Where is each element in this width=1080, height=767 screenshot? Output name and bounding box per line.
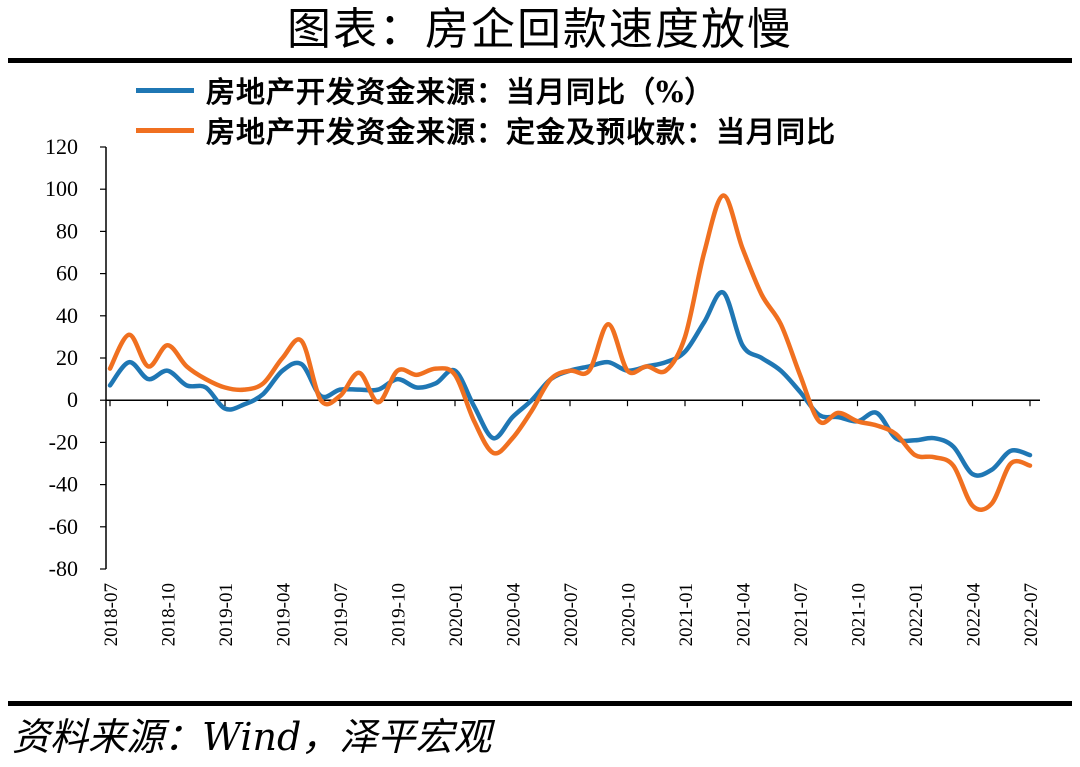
y-tick-label: 0 (67, 387, 78, 412)
legend-label: 房地产开发资金来源：定金及预收款：当月同比 (206, 115, 837, 149)
x-tick-label: 2020-04 (504, 583, 525, 647)
legend-label: 房地产开发资金来源：当月同比（%） (206, 75, 715, 109)
y-tick-label: 60 (56, 261, 78, 286)
series-line-deposits-yoy (107, 193, 1033, 512)
y-tick-label: 100 (45, 176, 78, 201)
series-line-total-funding-yoy (107, 290, 1033, 478)
y-tick-label: 120 (45, 134, 78, 159)
y-tick-label: 40 (56, 303, 78, 328)
y-tick-label: -40 (49, 472, 78, 497)
x-tick-label: 2019-01 (216, 583, 237, 646)
x-tick-label: 2021-07 (791, 583, 812, 646)
footer-divider (8, 701, 1072, 706)
x-tick-label: 2018-07 (101, 583, 122, 646)
y-tick-label: -60 (49, 514, 78, 539)
y-tick-label: -80 (49, 556, 78, 581)
legend-item-total-funding: 房地产开发资金来源：当月同比（%） (136, 70, 836, 110)
x-tick-label: 2022-07 (1021, 583, 1042, 646)
x-tick-label: 2018-10 (159, 583, 180, 646)
x-tick-label: 2021-10 (849, 583, 870, 646)
y-tick-label: -20 (49, 429, 78, 454)
x-tick-label: 2019-07 (331, 583, 352, 646)
x-tick-label: 2022-01 (906, 583, 927, 646)
legend: 房地产开发资金来源：当月同比（%） 房地产开发资金来源：定金及预收款：当月同比 (136, 70, 836, 150)
legend-swatch-blue (136, 87, 194, 93)
x-tick-label: 2020-07 (561, 583, 582, 646)
x-tick-label: 2022-04 (964, 583, 985, 647)
x-tick-label: 2021-04 (734, 583, 755, 647)
x-tick-label: 2019-04 (274, 583, 295, 647)
x-tick-label: 2020-01 (446, 583, 467, 646)
legend-item-deposits: 房地产开发资金来源：定金及预收款：当月同比 (136, 110, 836, 150)
x-tick-label: 2019-10 (389, 583, 410, 646)
title-divider (8, 58, 1072, 63)
legend-swatch-orange (136, 127, 194, 133)
y-tick-label: 80 (56, 218, 78, 243)
x-tick-label: 2020-10 (619, 583, 640, 646)
x-tick-label: 2021-01 (676, 583, 697, 646)
source-note: 资料来源：Wind，泽平宏观 (12, 715, 492, 759)
y-tick-label: 20 (56, 345, 78, 370)
chart-title: 图表：房企回款速度放慢 (287, 4, 793, 55)
